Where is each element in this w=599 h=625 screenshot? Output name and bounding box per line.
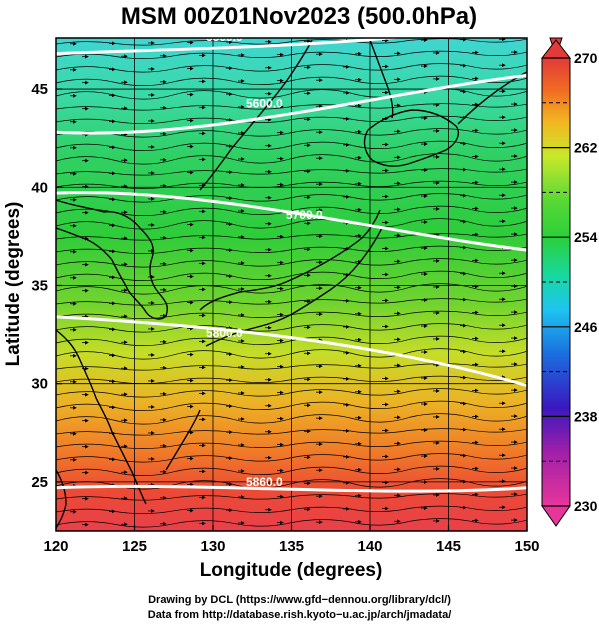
x-tick-label: 140 [357,538,382,555]
height-contours: 5500.0 5600.0 5700.0 5800.0 5860.0 [56,30,527,493]
hokkaido-coast [363,109,460,167]
wind-streamlines [56,38,527,528]
ryukyu-islands [165,409,201,471]
streamline [56,218,527,230]
x-axis-ticks: 120 125 130 135 140 145 150 [43,525,540,555]
colorbar-tick-label: 230 [574,498,598,514]
streamline [56,270,527,281]
streamline [56,323,527,333]
y-tick-label: 40 [31,179,48,196]
streamline [56,128,527,138]
y-tick-label: 45 [31,81,48,98]
streamline [56,153,527,165]
x-axis-label: Longitude (degrees) [200,560,383,581]
y-tick-label: 30 [31,376,48,393]
streamline [56,440,527,449]
y-axis-ticks: 25 30 35 40 45 [31,81,62,491]
streamline [56,75,527,86]
streamline [56,335,527,346]
contour-line [56,191,527,252]
contour-line [56,315,527,388]
streamline [56,168,527,176]
x-tick-label: 135 [279,538,304,555]
streamline [56,245,527,254]
x-tick-label: 130 [200,538,225,555]
colorbar: 270 262 254 246 238 230 [540,37,598,527]
russia-coast [199,39,313,191]
contour-line [56,73,527,135]
streamline [56,88,527,100]
streamline [56,388,527,398]
streamline [56,413,527,425]
streamline [56,493,527,501]
streamline [56,115,527,124]
streamline [56,363,527,371]
x-tick-label: 150 [514,538,539,555]
colorbar-tick-label: 262 [574,140,598,156]
contour-label: 5800.0 [206,326,243,340]
contour-line [56,484,527,493]
streamline [56,63,527,73]
streamline [56,193,527,203]
streamline [56,505,527,514]
credit-drawing: Drawing by DCL (https://www.gfd−dennou.o… [148,594,451,606]
x-tick-label: 125 [122,538,147,555]
contour-label: 5860.0 [246,475,283,489]
colorbar-tick-label: 270 [574,50,598,66]
x-tick-label: 145 [436,538,461,555]
streamline [56,283,527,295]
streamline [56,465,527,476]
streamline [56,478,527,490]
streamline [56,375,527,384]
contour-label: 5500.0 [206,30,243,44]
streamline [56,38,527,46]
plot-area: 5500.0 5600.0 5700.0 5800.0 5860.0 [56,30,527,531]
colorbar-max-cap [540,39,572,59]
sakhalin-coast [369,39,394,119]
colorbar-tick-label: 254 [574,229,598,245]
streamline [56,50,527,59]
credit-data-source: Data from http://database.rish.kyoto−u.a… [147,609,452,621]
colorbar-min-cap [541,505,571,527]
contour-label: 5700.0 [286,208,323,222]
contour-label: 5600.0 [246,96,283,110]
colorbar-tick-label: 246 [574,319,598,335]
streamline [56,518,527,528]
y-tick-label: 25 [31,474,48,491]
streamline [56,258,527,268]
streamline [56,205,527,216]
colorbar-tick-label: 238 [574,408,598,424]
streamline [56,140,527,151]
streamline [56,298,527,306]
y-axis-label: Latitude (degrees) [3,202,24,367]
streamline [56,453,527,463]
streamline [56,103,527,111]
streamline [56,428,527,436]
taiwan-coast [56,469,67,529]
streamline [56,180,527,189]
streamline [56,233,527,241]
streamline [56,400,527,411]
y-tick-label: 35 [31,277,48,294]
contour-line [56,38,406,56]
x-tick-label: 120 [43,538,68,555]
chart-title: MSM 00Z01Nov2023 (500.0hPa) [121,3,477,30]
kyushu-honshu-coast [199,209,381,311]
korea-china-coast [56,199,168,320]
streamline [56,348,527,360]
colorbar-ticks: 270 262 254 246 238 230 [542,50,598,514]
china-coast-south [56,329,147,505]
